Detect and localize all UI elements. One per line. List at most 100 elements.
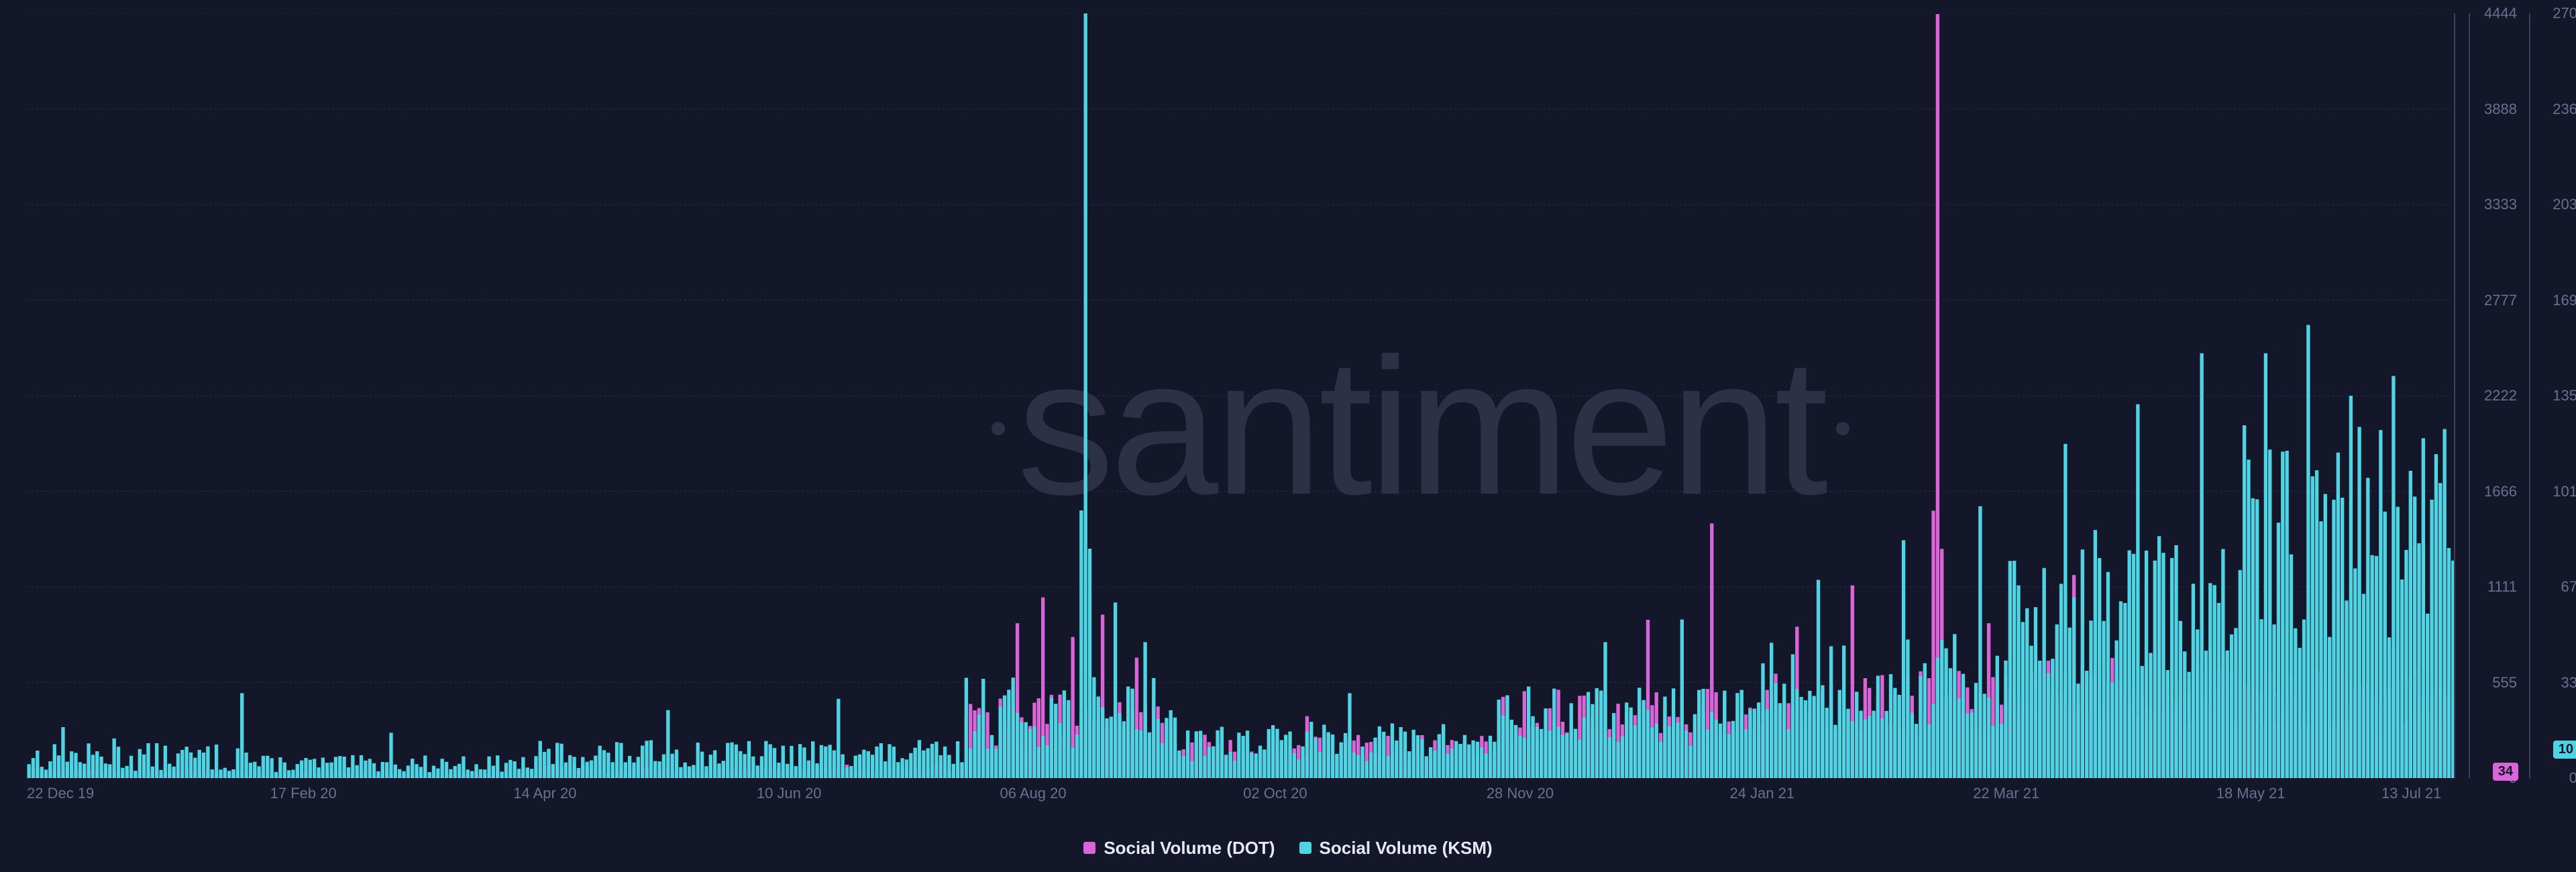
bar bbox=[189, 753, 193, 778]
bar bbox=[521, 757, 525, 778]
bar bbox=[2332, 500, 2335, 778]
bar bbox=[1024, 722, 1028, 778]
bar bbox=[684, 763, 687, 778]
bar bbox=[730, 743, 733, 778]
bar bbox=[1280, 740, 1283, 778]
bar bbox=[40, 767, 44, 778]
bar bbox=[1608, 737, 1611, 778]
legend-item[interactable]: Social Volume (DOT) bbox=[1083, 838, 1275, 859]
bar bbox=[372, 763, 376, 778]
bar bbox=[1544, 708, 1547, 778]
bar bbox=[2114, 641, 2118, 778]
bar bbox=[1297, 759, 1300, 778]
bar bbox=[78, 762, 82, 778]
bar bbox=[304, 758, 307, 778]
bar bbox=[342, 757, 345, 778]
bar bbox=[202, 753, 205, 778]
bar bbox=[1458, 744, 1462, 778]
bar bbox=[1224, 755, 1228, 778]
bar bbox=[155, 743, 158, 778]
bar bbox=[2239, 570, 2242, 778]
bar bbox=[1944, 648, 1947, 778]
bar bbox=[786, 764, 789, 778]
bar bbox=[981, 679, 985, 778]
bar bbox=[700, 752, 704, 778]
bar bbox=[44, 769, 48, 778]
bar bbox=[994, 749, 998, 778]
bar bbox=[133, 771, 137, 778]
bar bbox=[1838, 690, 1841, 778]
bar bbox=[1864, 719, 1867, 778]
bar bbox=[598, 746, 602, 778]
bar bbox=[2183, 651, 2186, 778]
bar bbox=[1616, 742, 1619, 778]
x-tick-label: 10 Jun 20 bbox=[757, 785, 822, 802]
bar bbox=[1574, 729, 1577, 778]
bar bbox=[875, 747, 878, 778]
bar bbox=[1693, 714, 1697, 778]
bar bbox=[329, 763, 333, 778]
bar bbox=[1514, 725, 1517, 778]
bar bbox=[1842, 645, 1845, 778]
bar bbox=[1923, 663, 1927, 778]
bar bbox=[1407, 751, 1411, 778]
bar bbox=[206, 747, 209, 778]
bar bbox=[568, 755, 572, 778]
bar bbox=[1672, 688, 1675, 778]
bar bbox=[231, 769, 235, 778]
bar bbox=[159, 770, 162, 778]
bar bbox=[1902, 540, 1905, 778]
bar bbox=[2362, 594, 2365, 778]
legend-item[interactable]: Social Volume (KSM) bbox=[1299, 838, 1493, 859]
bar bbox=[453, 766, 457, 778]
bar bbox=[53, 744, 56, 778]
y-tick-label: 101 bbox=[2524, 483, 2576, 500]
bar bbox=[2192, 584, 2195, 778]
bar bbox=[1884, 711, 1888, 778]
bar bbox=[1293, 753, 1296, 778]
bar bbox=[1561, 734, 1564, 778]
bar bbox=[1288, 732, 1291, 778]
bar bbox=[1587, 692, 1590, 778]
bar bbox=[1250, 753, 1253, 778]
bar bbox=[1676, 722, 1679, 778]
chart-svg[interactable]: 22 Dec 1917 Feb 2014 Apr 2010 Jun 2006 A… bbox=[27, 13, 2455, 805]
bar bbox=[2311, 476, 2314, 778]
bar bbox=[1642, 700, 1645, 778]
bar bbox=[1454, 741, 1458, 778]
bar bbox=[794, 766, 798, 778]
bar bbox=[960, 762, 963, 778]
bar bbox=[1246, 730, 1249, 778]
bar bbox=[513, 761, 517, 778]
bar bbox=[2068, 628, 2072, 778]
y-tick-label: 67 bbox=[2524, 578, 2576, 596]
y-tick-label: 270 bbox=[2524, 5, 2576, 22]
bar bbox=[151, 767, 154, 778]
bar bbox=[1032, 726, 1036, 778]
bar bbox=[108, 764, 111, 778]
bar bbox=[1983, 694, 1986, 778]
bar bbox=[1003, 696, 1006, 778]
bar bbox=[1063, 690, 1066, 778]
y-tick-label: 169 bbox=[2524, 292, 2576, 309]
bar bbox=[990, 735, 994, 778]
bar bbox=[1485, 753, 1488, 778]
bar bbox=[883, 761, 887, 778]
bar bbox=[1799, 697, 1803, 778]
bar bbox=[798, 744, 802, 778]
bar bbox=[2400, 580, 2404, 778]
bar bbox=[751, 757, 755, 778]
y-tick-label: 3333 bbox=[2463, 196, 2517, 213]
bar bbox=[360, 755, 363, 778]
bar bbox=[1105, 718, 1108, 778]
bar bbox=[1088, 549, 1091, 778]
bar bbox=[1710, 712, 1713, 778]
bar bbox=[918, 740, 921, 778]
bar bbox=[1143, 642, 1146, 778]
bar bbox=[1433, 751, 1436, 778]
bar bbox=[91, 755, 95, 778]
bar bbox=[1429, 747, 1432, 778]
bar bbox=[2076, 684, 2080, 778]
bar bbox=[2251, 498, 2255, 778]
bar bbox=[2029, 646, 2033, 778]
